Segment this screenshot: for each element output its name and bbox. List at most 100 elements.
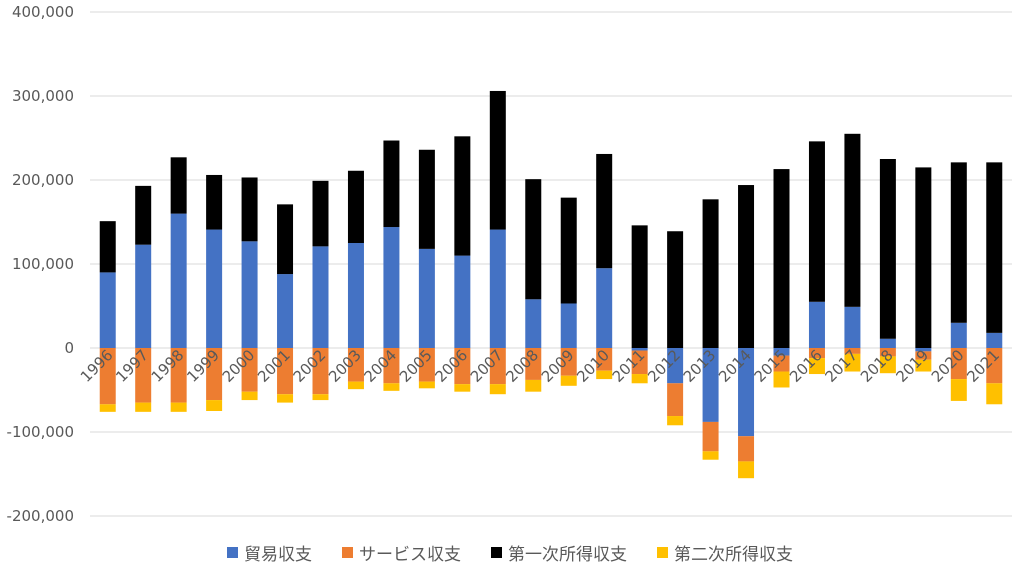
bar-segment: [596, 268, 613, 348]
y-tick-label: -200,000: [7, 507, 74, 525]
y-tick-label: 0: [64, 339, 74, 357]
bar-segment: [773, 169, 790, 348]
legend-item: 貿易収支: [227, 540, 312, 565]
bar-segment: [312, 394, 329, 401]
bar-segment: [418, 149, 435, 249]
bar-segment: [206, 348, 223, 401]
bar-segment: [702, 199, 719, 348]
bar-segment: [596, 153, 613, 269]
bar-segment: [667, 383, 684, 417]
bar-segment: [631, 225, 648, 348]
bar-segment: [454, 136, 471, 256]
bar-segment: [738, 436, 755, 462]
bar-segment: [738, 461, 755, 479]
bar-segment: [347, 170, 364, 243]
bar-segment: [277, 348, 294, 395]
bar-segment: [206, 229, 223, 348]
bar-segment: [99, 272, 116, 348]
bar-segment: [206, 400, 223, 411]
bar-segment: [170, 402, 187, 412]
y-tick-label: -100,000: [7, 423, 74, 441]
bar-segment: [667, 416, 684, 426]
bar-segment: [489, 90, 506, 230]
legend-swatch: [342, 547, 353, 558]
bar-segment: [312, 180, 329, 247]
y-tick-label: 300,000: [12, 87, 74, 105]
bar-segment: [135, 402, 152, 412]
bar-segment: [879, 159, 896, 339]
bar-segment: [879, 356, 896, 374]
bar-segment: [99, 221, 116, 273]
legend-label: 第一次所得収支: [508, 545, 627, 565]
bar-segment: [950, 322, 967, 348]
bar-segment: [525, 299, 542, 348]
bar-segment: [986, 162, 1003, 333]
bar-segment: [844, 353, 861, 372]
bar-segment: [277, 204, 294, 275]
bar-segment: [347, 381, 364, 390]
bar-segment: [489, 348, 506, 385]
bar-segment: [667, 231, 684, 348]
bar-segment: [170, 213, 187, 348]
bar-segment: [525, 179, 542, 300]
y-axis-tick-labels: 400,000 300,000 200,000 100,000 0 -100,000 -20…: [7, 3, 74, 525]
bar-segment: [738, 185, 755, 348]
bar-segment: [808, 348, 825, 359]
bar-segment: [347, 348, 364, 382]
bar-segment: [418, 348, 435, 382]
bar-segment: [773, 371, 790, 388]
bar-segment: [277, 394, 294, 403]
bar-segment: [915, 351, 932, 360]
bar-segment: [206, 174, 223, 230]
bar-segment: [950, 348, 967, 380]
bar-segment: [844, 306, 861, 348]
bar-segment: [915, 167, 932, 348]
bar-segment: [986, 348, 1003, 384]
bar-segment: [99, 348, 116, 405]
bar-segment: [738, 348, 755, 437]
bar-segment: [808, 358, 825, 375]
bar-segment: [986, 332, 1003, 348]
legend-label: 第二次所得収支: [674, 545, 793, 565]
legend-item: 第一次所得収支: [491, 540, 627, 565]
bar-segment: [773, 348, 790, 356]
bar-segment: [879, 338, 896, 348]
bar-segment: [596, 348, 613, 371]
bar-segment: [383, 227, 400, 348]
bar-segment: [844, 133, 861, 307]
bar-segment: [135, 348, 152, 403]
y-tick-label: 100,000: [12, 255, 74, 273]
bar-chart: 400,000 300,000 200,000 100,000 0 -100,000 -20…: [7, 3, 1012, 525]
bar-segment: [241, 177, 258, 242]
bar-segment: [773, 355, 790, 372]
legend-label: サービス収支: [359, 545, 461, 565]
legend-item: サービス収支: [342, 540, 461, 565]
bar-segment: [489, 229, 506, 348]
bar-segment: [347, 243, 364, 348]
bars: [99, 90, 1003, 479]
bar-segment: [454, 255, 471, 348]
bar-segment: [525, 379, 542, 392]
legend-swatch: [227, 547, 238, 558]
bar-segment: [312, 246, 329, 348]
bar-segment: [99, 404, 116, 412]
bar-segment: [631, 374, 648, 384]
bar-segment: [241, 348, 258, 392]
bar-segment: [950, 162, 967, 323]
gridlines: [90, 11, 1012, 517]
bar-segment: [596, 370, 613, 380]
bar-segment: [241, 391, 258, 401]
bar-segment: [135, 185, 152, 245]
bar-segment: [667, 348, 684, 384]
bar-segment: [560, 348, 577, 376]
bar-segment: [454, 384, 471, 392]
bar-segment: [560, 197, 577, 304]
bar-segment: [915, 359, 932, 372]
bar-segment: [454, 348, 471, 385]
bar-segment: [631, 350, 648, 375]
bar-segment: [135, 244, 152, 348]
bar-segment: [560, 375, 577, 386]
bar-segment: [986, 383, 1003, 405]
bar-segment: [383, 348, 400, 384]
bar-segment: [950, 379, 967, 401]
